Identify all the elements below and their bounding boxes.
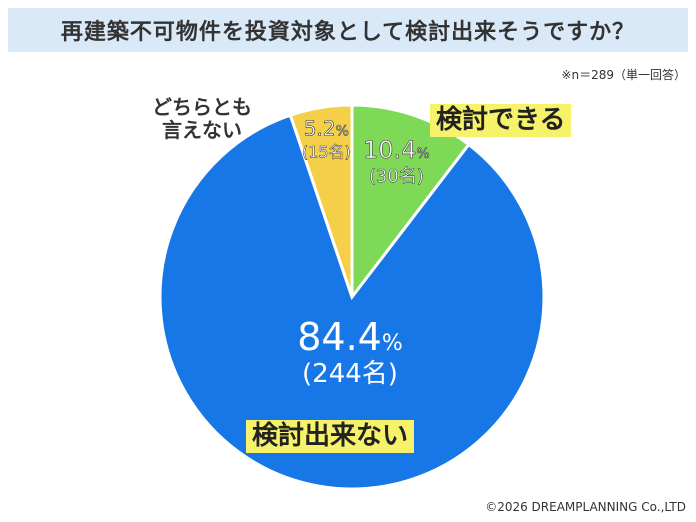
slice-neither-percent: 5.2% [304, 117, 349, 141]
slice-neither-count: (15名) [302, 143, 351, 162]
slice-cannot-consider-count: (244名) [302, 359, 398, 389]
slice-cannot-consider-percent: 84.4% [297, 315, 403, 359]
sample-size-note: ※n＝289（単一回答） [561, 68, 686, 82]
slice-neither [288, 103, 354, 298]
slice-cannot-consider [158, 113, 546, 491]
slice-can-consider [350, 103, 471, 302]
slice-label-neither: どちらとも 言えない [152, 95, 252, 142]
slice-label-cannot-consider: 検討出来ない [246, 420, 415, 453]
slice-label-can-consider: 検討できる [430, 104, 572, 137]
copyright-text: ©2026 DREAMPLANNING Co.,LTD [485, 500, 686, 514]
slice-can-consider-count: (30名) [369, 166, 424, 187]
slice-can-consider-percent: 10.4% [363, 136, 430, 164]
chart-title: 再建築不可物件を投資対象として検討出来そうですか？ [8, 8, 688, 52]
